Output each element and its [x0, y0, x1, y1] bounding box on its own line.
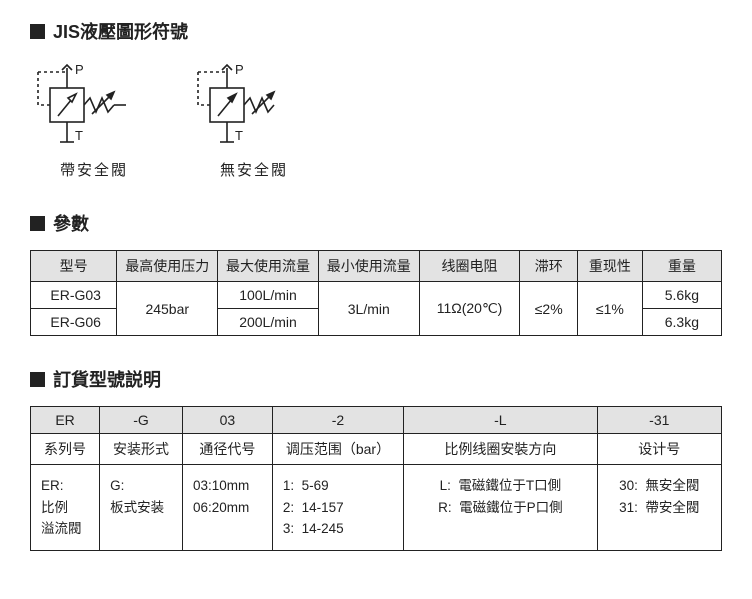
- order-section: 訂貨型號説明 ER-G03-2-L-31 系列号安装形式通径代号调压范围（bar…: [30, 366, 722, 551]
- order-label-cell: 设计号: [597, 434, 721, 465]
- order-code-cell: 03: [183, 407, 273, 434]
- table-header-cell: 最大使用流量: [218, 251, 319, 282]
- table-header-cell: 型号: [31, 251, 117, 282]
- params-section: 參數 型号最高使用压力最大使用流量最小使用流量线圈电阻滞环重现性重量 ER-G0…: [30, 210, 722, 336]
- order-code-cell: ER: [31, 407, 100, 434]
- cell-coil-res: 11Ω(20℃): [419, 282, 520, 336]
- symbol-with-safety: P T 帶安全閥: [34, 58, 154, 180]
- cell-size: 03:10mm06:20mm: [183, 465, 273, 551]
- svg-text:P: P: [75, 62, 84, 77]
- cell-max-pressure: 245bar: [117, 282, 218, 336]
- order-label-cell: 系列号: [31, 434, 100, 465]
- cell-weight: 6.3kg: [642, 309, 721, 336]
- cell-model: ER-G03: [31, 282, 117, 309]
- params-title: 參數: [53, 210, 89, 236]
- order-title-row: 訂貨型號説明: [30, 366, 722, 392]
- cell-hysteresis: ≤2%: [520, 282, 578, 336]
- symbol2-caption: 無安全閥: [194, 159, 314, 180]
- table-header-cell: 重现性: [577, 251, 642, 282]
- cell-model: ER-G06: [31, 309, 117, 336]
- table-header-cell: 最小使用流量: [318, 251, 419, 282]
- jis-symbol-2-icon: P T: [194, 58, 314, 153]
- svg-text:P: P: [235, 62, 244, 77]
- cell-weight: 5.6kg: [642, 282, 721, 309]
- table-header-cell: 线圈电阻: [419, 251, 520, 282]
- table-header-cell: 最高使用压力: [117, 251, 218, 282]
- order-label-row: 系列号安装形式通径代号调压范围（bar）比例线圈安裝方向设计号: [31, 434, 722, 465]
- cell-min-flow: 3L/min: [318, 282, 419, 336]
- order-label-cell: 通径代号: [183, 434, 273, 465]
- jis-title-row: JIS液壓圖形符號: [30, 18, 722, 44]
- cell-max-flow: 200L/min: [218, 309, 319, 336]
- table-row: ER:比例溢流閥 G:板式安装 03:10mm06:20mm 1: 5-692:…: [31, 465, 722, 551]
- square-icon: [30, 24, 45, 39]
- symbols-row: P T 帶安全閥: [34, 58, 722, 180]
- cell-range: 1: 5-692: 14-1573: 14-245: [272, 465, 403, 551]
- jis-symbol-1-icon: P T: [34, 58, 154, 153]
- order-code-row: ER-G03-2-L-31: [31, 407, 722, 434]
- cell-max-flow: 100L/min: [218, 282, 319, 309]
- params-table: 型号最高使用压力最大使用流量最小使用流量线圈电阻滞环重现性重量 ER-G03 2…: [30, 250, 722, 336]
- order-code-cell: -L: [404, 407, 597, 434]
- table-header-cell: 滞环: [520, 251, 578, 282]
- order-code-cell: -2: [272, 407, 403, 434]
- cell-mount: G:板式安装: [100, 465, 183, 551]
- svg-text:T: T: [75, 128, 83, 143]
- cell-design: 30: 無安全閥31: 帶安全閥: [597, 465, 721, 551]
- cell-series: ER:比例溢流閥: [31, 465, 100, 551]
- order-label-cell: 比例线圈安裝方向: [404, 434, 597, 465]
- cell-repeat: ≤1%: [577, 282, 642, 336]
- square-icon: [30, 372, 45, 387]
- table-header-row: 型号最高使用压力最大使用流量最小使用流量线圈电阻滞环重现性重量: [31, 251, 722, 282]
- order-table: ER-G03-2-L-31 系列号安装形式通径代号调压范围（bar）比例线圈安裝…: [30, 406, 722, 551]
- table-header-cell: 重量: [642, 251, 721, 282]
- jis-section: JIS液壓圖形符號 P T: [30, 18, 722, 180]
- svg-text:T: T: [235, 128, 243, 143]
- order-label-cell: 调压范围（bar）: [272, 434, 403, 465]
- cell-coil-side: L: 電磁鐵位于T口側R: 電磁鐵位于P口側: [404, 465, 597, 551]
- square-icon: [30, 216, 45, 231]
- order-title: 訂貨型號説明: [53, 366, 161, 392]
- symbol1-caption: 帶安全閥: [34, 159, 154, 180]
- table-row: ER-G03 245bar 100L/min 3L/min 11Ω(20℃) ≤…: [31, 282, 722, 309]
- symbol-no-safety: P T 無安全閥: [194, 58, 314, 180]
- params-title-row: 參數: [30, 210, 722, 236]
- order-code-cell: -31: [597, 407, 721, 434]
- order-label-cell: 安装形式: [100, 434, 183, 465]
- order-code-cell: -G: [100, 407, 183, 434]
- jis-title: JIS液壓圖形符號: [53, 18, 188, 44]
